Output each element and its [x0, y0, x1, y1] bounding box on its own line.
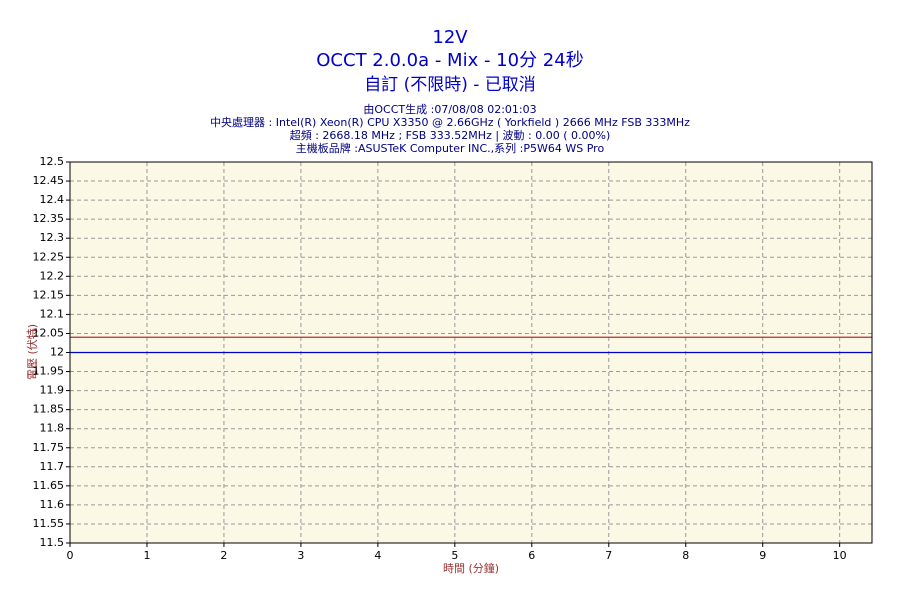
y-tick-label: 11.85	[33, 403, 65, 416]
x-tick-label: 0	[67, 549, 74, 562]
y-tick-label: 12.3	[40, 231, 65, 244]
x-tick-label: 8	[682, 549, 689, 562]
x-tick-label: 9	[759, 549, 766, 562]
y-tick-label: 12	[50, 346, 64, 359]
info-line: 中央處理器 : Intel(R) Xeon(R) CPU X3350 @ 2.6…	[210, 115, 690, 129]
info-line: 由OCCT生成 :07/08/08 02:01:03	[363, 102, 536, 116]
x-tick-label: 4	[374, 549, 381, 562]
y-tick-label: 12.45	[33, 174, 65, 187]
y-tick-label: 12.25	[33, 250, 65, 263]
x-tick-label: 3	[297, 549, 304, 562]
chart-subtitle: OCCT 2.0.0a - Mix - 10分 24秒	[316, 50, 583, 71]
y-tick-label: 11.8	[40, 422, 65, 435]
y-tick-label: 11.5	[40, 536, 65, 549]
y-tick-label: 12.35	[33, 212, 65, 225]
y-tick-label: 11.9	[40, 384, 65, 397]
y-tick-label: 11.6	[40, 498, 65, 511]
x-tick-label: 5	[451, 549, 458, 562]
plot-border	[69, 161, 873, 544]
x-tick-label: 7	[605, 549, 612, 562]
x-tick-label: 2	[220, 549, 227, 562]
x-tick-label: 6	[528, 549, 535, 562]
info-line: 超頻 : 2668.18 MHz ; FSB 333.52MHz | 波動 : …	[290, 128, 611, 142]
x-axis-label: 時間 (分鐘)	[443, 561, 499, 575]
x-tick-label: 1	[143, 549, 150, 562]
y-tick-label: 12.1	[40, 307, 65, 320]
y-tick-label: 12.2	[40, 269, 65, 282]
y-tick-label: 11.65	[33, 479, 65, 492]
y-tick-label: 12.05	[33, 326, 65, 339]
chart-title: 12V	[432, 27, 468, 48]
y-tick-label: 11.7	[40, 460, 65, 473]
y-tick-label: 12.15	[33, 288, 65, 301]
x-tick-label: 10	[833, 549, 847, 562]
chart-subtitle: 自訂 (不限時) - 已取消	[364, 75, 536, 95]
y-tick-label: 11.75	[33, 441, 65, 454]
y-tick-label: 12.5	[40, 155, 65, 168]
y-tick-label: 11.55	[33, 517, 65, 530]
y-axis-label: 電壓 (伏特)	[25, 324, 39, 380]
y-tick-label: 12.4	[40, 193, 65, 206]
y-tick-label: 11.95	[33, 365, 65, 378]
info-line: 主機板品牌 :ASUSTeK Computer INC.,系列 :P5W64 W…	[296, 141, 605, 155]
